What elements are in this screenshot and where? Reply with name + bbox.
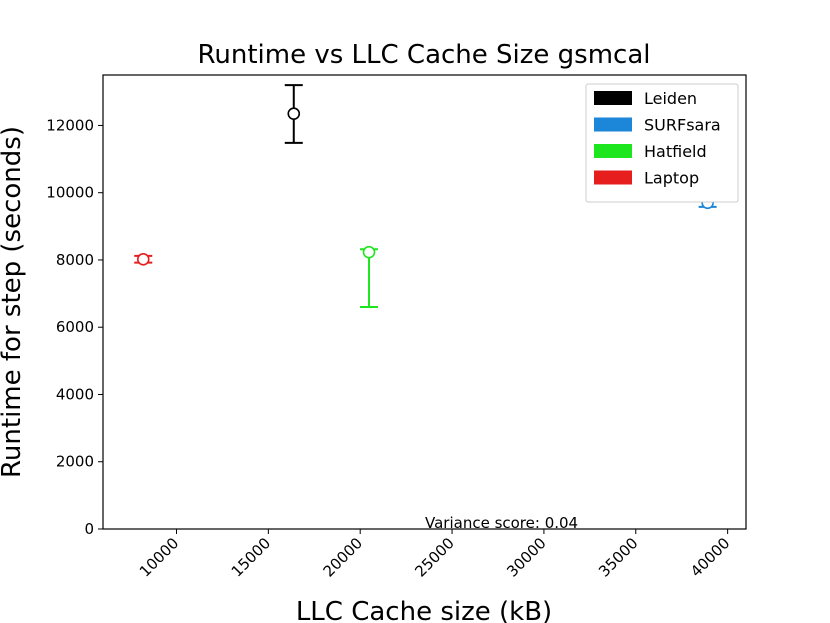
chart-title: Runtime vs LLC Cache Size gsmcal xyxy=(197,40,650,70)
y-tick-label: 2000 xyxy=(56,453,94,471)
x-axis-title: LLC Cache size (kB) xyxy=(296,597,552,623)
series-laptop xyxy=(134,252,153,266)
y-axis-title: Runtime for step (seconds) xyxy=(0,126,27,478)
legend-swatch-laptop xyxy=(594,170,632,185)
legend: Leiden SURFsara Hatfield Laptop xyxy=(585,83,739,203)
legend-label-leiden: Leiden xyxy=(644,89,697,108)
y-tick-label: 8000 xyxy=(56,251,94,269)
data-point-leiden xyxy=(287,107,301,120)
variance-annotation: Variance score: 0.04 xyxy=(425,514,578,532)
y-tick-label: 4000 xyxy=(56,385,94,403)
axes-frame xyxy=(102,74,747,530)
legend-swatch-surfsara xyxy=(594,117,632,132)
legend-label-surfsara: SURFsara xyxy=(644,116,721,135)
y-tick-label: 10000 xyxy=(46,184,94,202)
y-tick-label: 6000 xyxy=(56,318,94,336)
y-tick-label: 12000 xyxy=(46,116,94,134)
legend-swatch-leiden xyxy=(594,91,632,105)
data-point-laptop xyxy=(136,252,150,266)
legend-label-hatfield: Hatfield xyxy=(644,142,707,161)
y-tick-label: 0 xyxy=(84,520,94,538)
series-hatfield xyxy=(360,245,379,309)
legend-label-laptop: Laptop xyxy=(644,169,699,188)
series-leiden xyxy=(284,84,303,144)
legend-swatch-hatfield xyxy=(594,144,632,158)
data-point-hatfield xyxy=(362,245,376,259)
